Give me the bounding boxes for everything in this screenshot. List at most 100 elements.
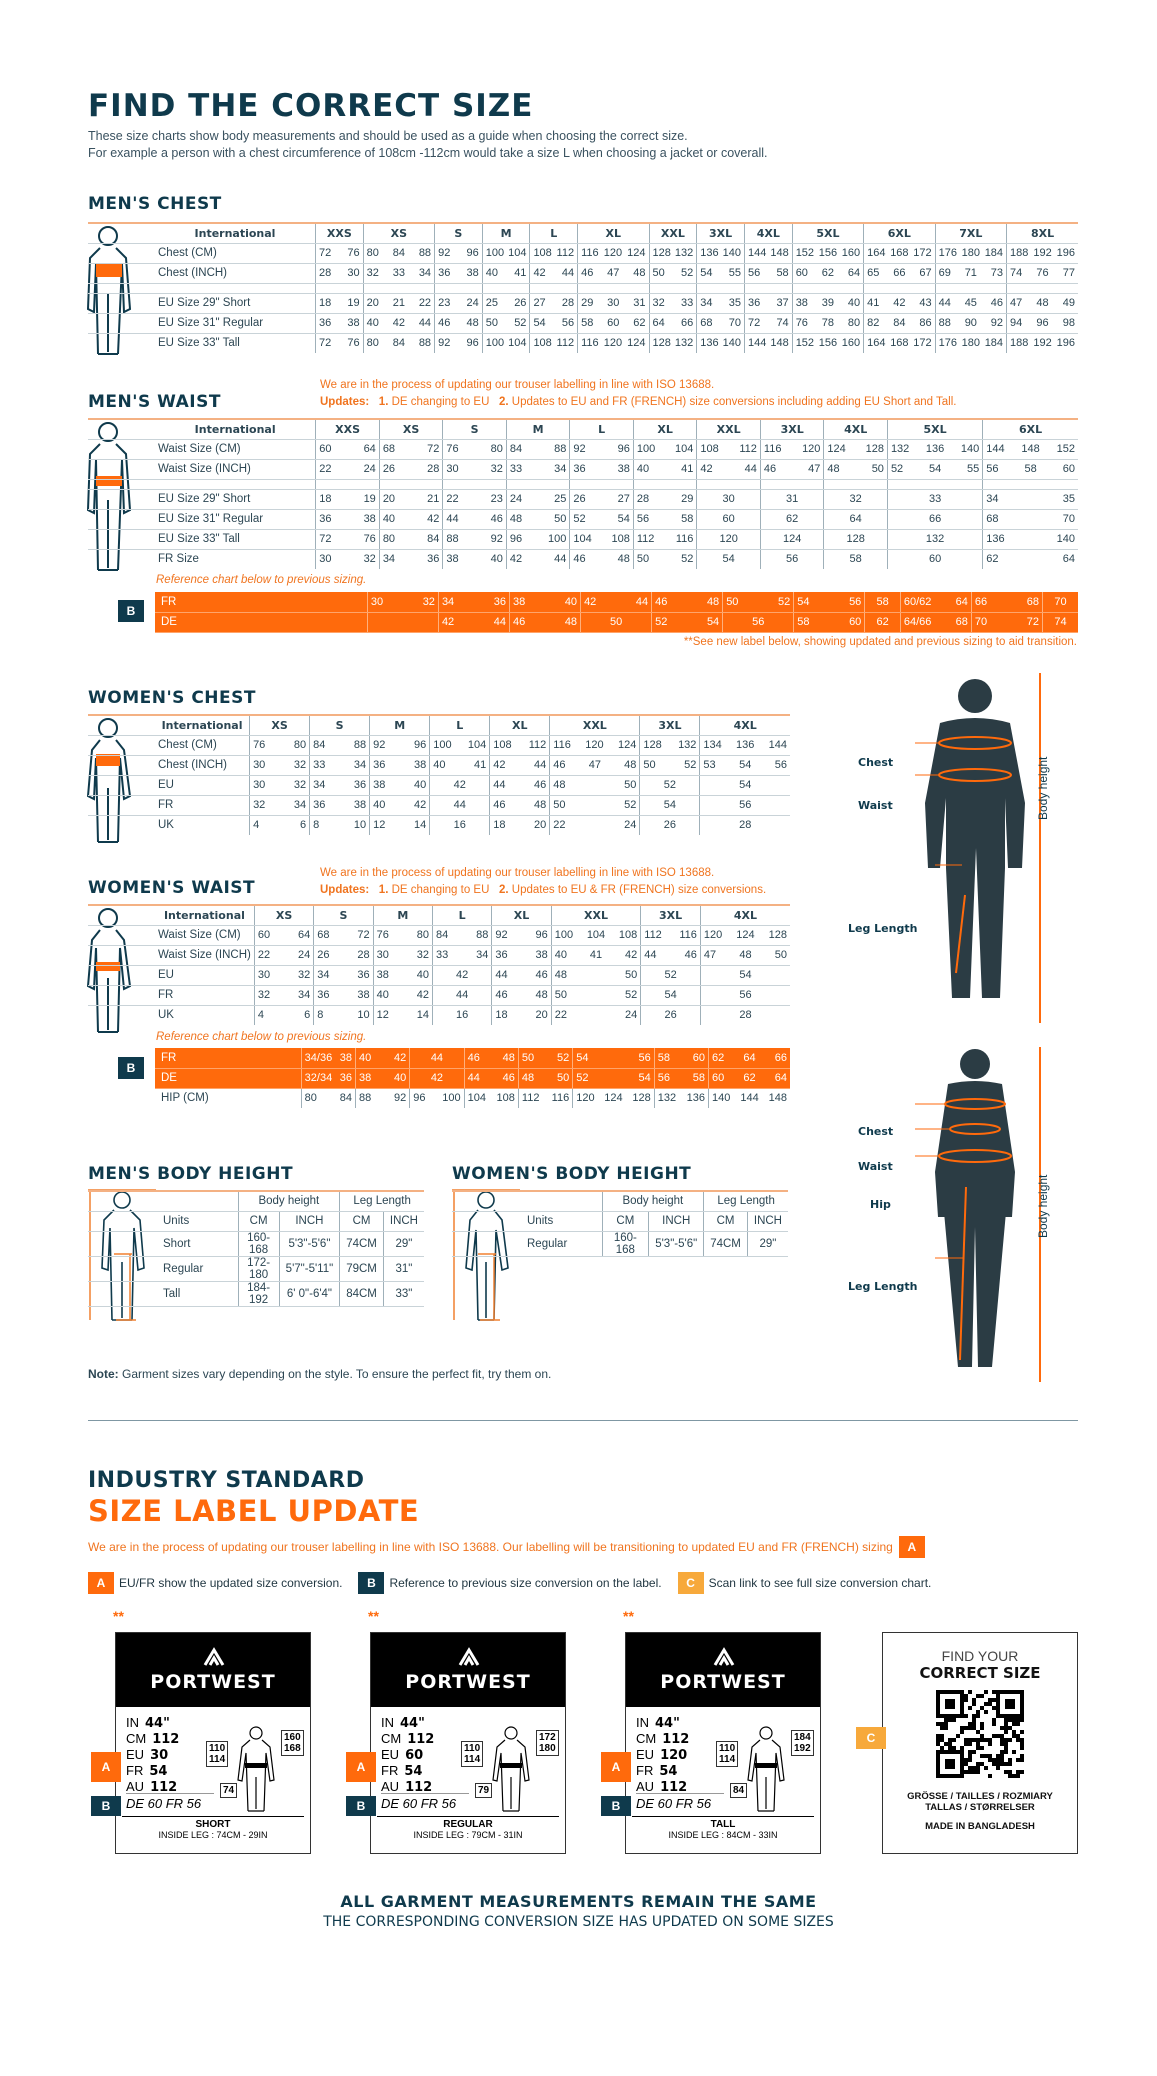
size-eu: 60 <box>405 1748 424 1763</box>
label-stars: ** <box>113 1608 124 1624</box>
height-value: 184-192 <box>237 1281 280 1307</box>
size-cell: 50 52 <box>481 313 530 334</box>
size-cell: 54 <box>699 775 790 796</box>
size-header: 8XL <box>1006 223 1078 244</box>
value: 152 <box>795 247 815 259</box>
inside-leg: INSIDE LEG : 84CM - 33IN <box>668 1830 778 1840</box>
value: 120 <box>603 247 623 259</box>
value: 52 <box>664 969 677 981</box>
size-header: S <box>309 715 370 736</box>
value: 116 <box>551 1092 570 1105</box>
value: 50 <box>625 969 638 981</box>
value: 112 <box>644 929 662 941</box>
value: 104 <box>508 247 527 259</box>
value: 38 <box>795 297 808 309</box>
value: 108 <box>611 533 630 545</box>
size-cell: 100 104 <box>481 243 530 264</box>
value: 44 <box>430 1051 444 1064</box>
value: 196 <box>1056 247 1075 259</box>
value: 80 <box>382 533 396 545</box>
height-value: 5'3"-5'6" <box>648 1231 704 1257</box>
waist-box: 110 114 <box>716 1741 739 1767</box>
height-value: 79CM <box>339 1256 384 1282</box>
value: 58 <box>692 1072 706 1084</box>
value: 88 <box>353 739 367 751</box>
size-header: M <box>369 715 430 736</box>
value: 38 <box>466 267 479 279</box>
value: 32 <box>297 969 311 981</box>
value: 64 <box>849 513 862 525</box>
value: 100 <box>433 739 452 751</box>
value: 128 <box>768 929 787 941</box>
size-cell: 112 116 <box>640 925 701 946</box>
value: 144 <box>986 443 1005 455</box>
value: 60 <box>928 553 942 566</box>
badge-c: C <box>677 1572 704 1594</box>
row-label: International <box>88 905 255 926</box>
height-value: 31" <box>382 1256 424 1282</box>
value: 22 <box>553 819 566 832</box>
value: 32 <box>366 267 379 279</box>
value: XS <box>271 718 288 732</box>
size-cell: 46 48 <box>651 592 723 613</box>
size-cell: 26 27 <box>569 489 634 510</box>
value: 6XL <box>887 226 911 240</box>
row-label: International <box>88 223 316 244</box>
value: 48 <box>633 267 646 279</box>
size-cell: 64 <box>823 509 888 530</box>
size-header: 5XL <box>791 223 864 244</box>
size-cell: 22 24 <box>253 945 314 966</box>
value: 48 <box>521 1072 535 1084</box>
size-header: XXL <box>648 223 697 244</box>
value: 50 <box>554 989 567 1001</box>
size-cell: 136 140 <box>696 243 745 264</box>
value: 40 <box>366 317 379 329</box>
size-cell: 38 39 40 <box>791 293 864 314</box>
value: 62 <box>876 616 889 628</box>
value: 16 <box>456 1009 469 1022</box>
value: 116 <box>581 247 599 259</box>
size-cell: 68 72 <box>313 925 374 946</box>
value: 67 <box>919 267 932 279</box>
value: 22 <box>418 297 432 309</box>
value: 92 <box>438 337 451 350</box>
value: 77 <box>1062 267 1075 279</box>
womens-chest-title: WOMEN'S CHEST <box>88 688 256 708</box>
table-row: Waist Size (CM) 60 64 68 72 76 80 84 88 92 96 100 10… <box>88 925 790 946</box>
size-cell: 60 62 64 <box>791 263 864 284</box>
height-row: Short 160-168 5'3"-5'6" 74CM 29" <box>88 1231 424 1257</box>
value: 65 <box>867 267 880 279</box>
size-cell: 94 96 98 <box>1006 313 1078 334</box>
value: 160 <box>841 337 861 350</box>
value: L <box>458 908 466 922</box>
value: 128 <box>643 739 662 751</box>
value: 56 <box>739 799 752 811</box>
value: 40 <box>416 969 429 981</box>
col-leg-length: Leg Length <box>339 1191 424 1212</box>
table-row: EU Size 29" Short 18 19 20 21 22 23 24 25 26 27 28 2… <box>88 293 1078 314</box>
row-label: FR <box>155 1048 302 1069</box>
value: 70 <box>1054 595 1067 608</box>
value: 132 <box>674 337 694 350</box>
value: 50 <box>636 553 650 566</box>
value: 34 <box>313 779 326 791</box>
value: 192 <box>1033 337 1052 350</box>
size-cell: 76 78 80 <box>791 313 864 334</box>
height-value: 160-168 <box>601 1231 649 1257</box>
value: 42 <box>456 969 469 981</box>
value: 30 <box>376 949 389 961</box>
value: 140 <box>722 247 741 259</box>
size-cell: 26 28 <box>378 459 443 480</box>
leg-box: 79 <box>475 1783 493 1798</box>
value: 24 <box>363 463 376 475</box>
qr-code-icon[interactable] <box>936 1690 1024 1778</box>
key: AU <box>126 1779 145 1794</box>
size-label-card: PORTWEST IN 44" CM 112 EU 120 FR 54 AU 112 DE… <box>625 1632 821 1854</box>
value: 33 <box>435 949 449 961</box>
size-cell: 50 52 <box>639 755 700 776</box>
size-header: XXL <box>696 419 761 440</box>
row-label: EU <box>88 775 250 796</box>
value: 54 <box>797 595 810 608</box>
value: 46 <box>655 595 668 608</box>
value: 38 <box>617 463 630 475</box>
